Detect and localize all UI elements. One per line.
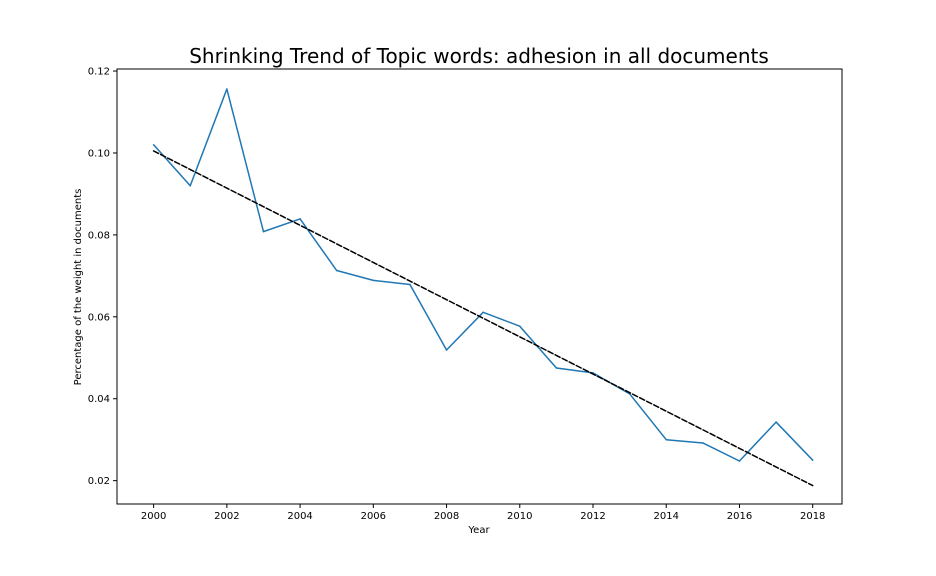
series-line xyxy=(152,88,814,462)
series-segment xyxy=(445,311,484,351)
series-segment xyxy=(702,442,741,462)
series-layer xyxy=(152,88,814,487)
series-segment xyxy=(152,144,191,187)
series-segment xyxy=(482,311,521,327)
x-tick-label: 2004 xyxy=(287,511,312,522)
series-segment xyxy=(555,367,594,374)
y-tick-label: 0.08 xyxy=(88,230,110,241)
y-tick-label: 0.10 xyxy=(88,148,110,159)
plot-frame xyxy=(116,68,843,505)
axis-ticks: 2000 2002 2004 2006 2008 2010 2012 2014 2016 2018… xyxy=(88,67,826,522)
y-tick-label: 0.04 xyxy=(88,394,110,405)
series-segment xyxy=(775,421,814,461)
y-tick-label: 0.12 xyxy=(88,67,110,78)
x-tick-label: 2010 xyxy=(507,511,532,522)
series-segment xyxy=(189,88,228,187)
x-tick-label: 2002 xyxy=(214,511,239,522)
x-tick-label: 2016 xyxy=(727,511,752,522)
series-segment xyxy=(409,283,448,351)
series-segment xyxy=(628,393,667,441)
series-segment xyxy=(519,325,558,369)
x-tick-label: 2018 xyxy=(800,511,825,522)
chart-title: Shrinking Trend of Topic words: adhesion… xyxy=(189,44,769,68)
x-tick-label: 2000 xyxy=(141,511,166,522)
x-tick-label: 2012 xyxy=(580,511,605,522)
x-tick-label: 2008 xyxy=(434,511,459,522)
series-segment xyxy=(262,218,301,233)
x-tick-label: 2014 xyxy=(654,511,679,522)
y-tick-label: 0.02 xyxy=(88,476,110,487)
x-axis-label: Year xyxy=(467,525,490,536)
y-axis-label: Percentage of the weight in documents xyxy=(73,189,84,386)
series-segment xyxy=(226,88,265,233)
series-segment xyxy=(665,438,704,444)
x-tick-label: 2006 xyxy=(361,511,386,522)
trend-segment xyxy=(152,150,814,487)
trend-line xyxy=(152,150,814,487)
series-segment xyxy=(738,421,777,462)
series-segment xyxy=(335,269,375,282)
series-segment xyxy=(299,218,338,272)
y-tick-label: 0.06 xyxy=(88,312,110,323)
series-segment xyxy=(372,279,411,286)
